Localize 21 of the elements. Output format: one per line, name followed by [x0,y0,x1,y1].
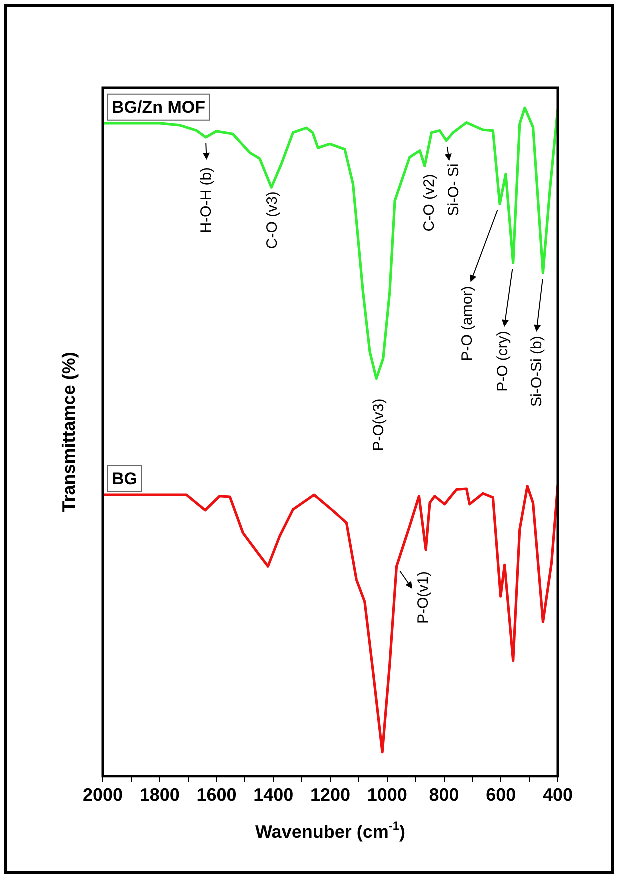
annotation: P-O (cry) [494,331,512,392]
x-tick-label: 400 [542,785,574,806]
annotation: C-O (v2) [421,174,438,232]
annotation: Si-O-Si (b) [528,336,546,407]
y-axis-title: Transmittamce (%) [58,352,79,512]
x-tick-label: 1000 [367,785,408,806]
x-tick-label: 1800 [140,785,180,806]
x-tick-label: 600 [486,785,516,806]
x-tick-label: 2000 [82,785,124,806]
x-tick-label: 800 [429,785,460,806]
annotation: Si-O- Si [446,164,463,216]
x-tick-label: 1400 [254,785,294,806]
annotation: P-O(v3) [370,398,388,452]
annotation: P-O (amor) [459,286,476,362]
annotation: C-O (v3) [264,192,281,250]
series-label: BG/Zn MOF [112,98,206,118]
series-label: BG [112,470,138,489]
x-tick-label: 1600 [196,785,237,806]
annotation: P-O(v1) [414,572,432,624]
annotation: H-O-H (b) [198,167,216,234]
x-tick-label: 1200 [310,785,351,806]
